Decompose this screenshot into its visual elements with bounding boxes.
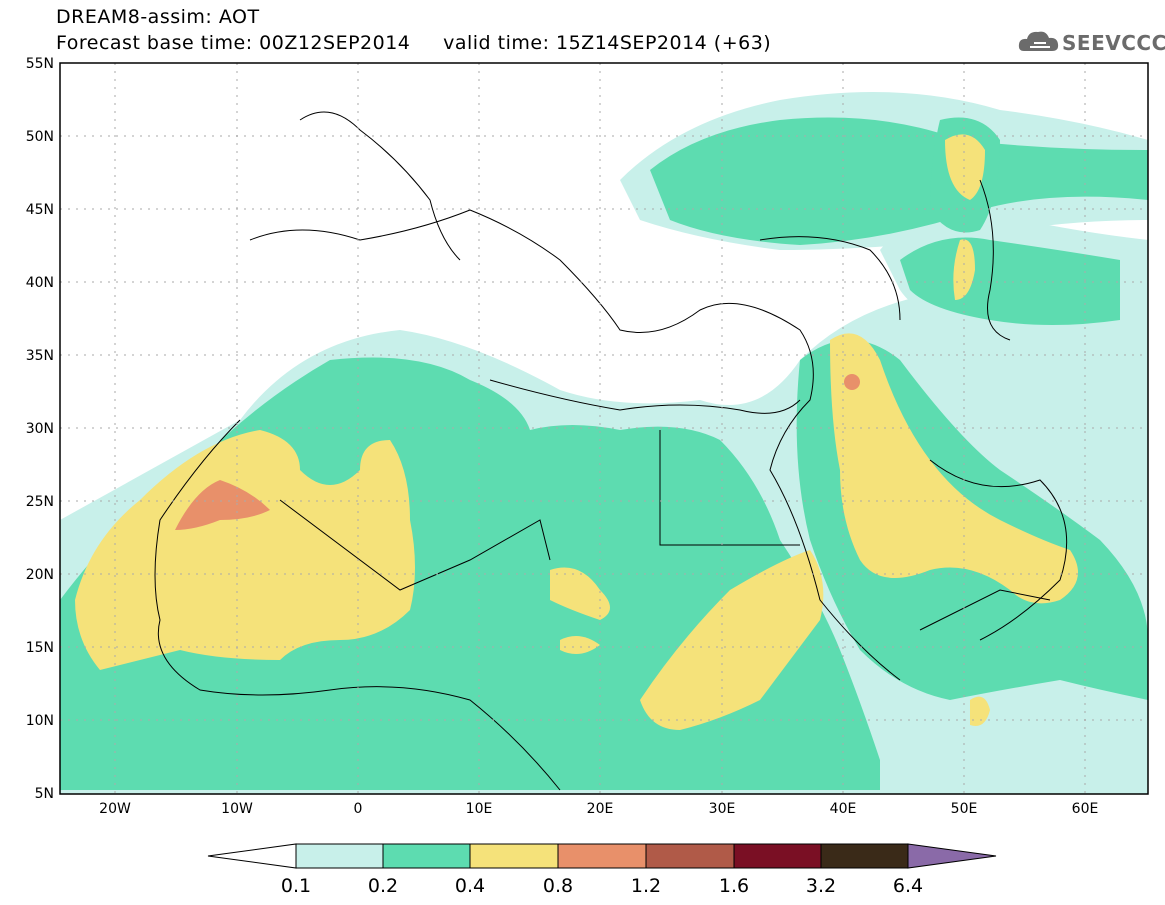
lat-label: 50N bbox=[26, 129, 54, 145]
lon-label: 10E bbox=[466, 801, 493, 817]
lat-label: 20N bbox=[26, 567, 54, 583]
latitude-labels: 55N 50N 45N 40N 35N 30N 25N 20N 15N 10N … bbox=[26, 56, 54, 802]
valid-time: valid time: 15Z14SEP2014 (+63) bbox=[443, 32, 772, 54]
lat-label: 40N bbox=[26, 275, 54, 291]
colorbar: 0.1 0.2 0.4 0.8 1.2 1.6 3.2 6.4 bbox=[207, 843, 997, 897]
lon-label: 20E bbox=[587, 801, 614, 817]
lon-label: 50E bbox=[951, 801, 978, 817]
colorbar-segment bbox=[820, 843, 909, 869]
coastlines bbox=[154, 111, 1068, 791]
colorbar-tick: 0.2 bbox=[368, 875, 398, 897]
lat-label: 30N bbox=[26, 421, 54, 437]
colorbar-segment bbox=[557, 843, 647, 869]
map-title: DREAM8-assim: AOT bbox=[56, 6, 260, 28]
colorbar-segment bbox=[733, 843, 822, 869]
lon-label: 20W bbox=[99, 801, 131, 817]
longitude-labels: 20W 10W 0 10E 20E 30E 40E 50E 60E bbox=[99, 801, 1098, 817]
forecast-base-time: Forecast base time: 00Z12SEP2014 bbox=[56, 32, 411, 54]
colorbar-tick: 1.6 bbox=[719, 875, 749, 897]
lat-label: 45N bbox=[26, 202, 54, 218]
lon-label: 30E bbox=[709, 801, 736, 817]
colorbar-segment bbox=[645, 843, 735, 869]
lon-label: 10W bbox=[221, 801, 253, 817]
logo-text: SEEVCCC bbox=[1062, 31, 1165, 55]
grid-lines bbox=[60, 63, 1148, 794]
cloud-logo-icon bbox=[1018, 31, 1059, 51]
colorbar-segment bbox=[382, 843, 471, 869]
time-info: Forecast base time: 00Z12SEP2014 valid t… bbox=[56, 32, 771, 54]
colorbar-low-arrow bbox=[207, 843, 297, 869]
colorbar-segment bbox=[295, 843, 384, 869]
aot-fields bbox=[60, 92, 1148, 794]
lon-label: 40E bbox=[830, 801, 857, 817]
lat-label: 25N bbox=[26, 494, 54, 510]
colorbar-tick: 6.4 bbox=[893, 875, 923, 897]
colorbar-tick: 3.2 bbox=[806, 875, 836, 897]
lon-label: 60E bbox=[1072, 801, 1099, 817]
map-frame bbox=[59, 62, 1149, 795]
lat-label: 15N bbox=[26, 640, 54, 656]
aot-band-0.8 bbox=[175, 374, 860, 530]
lat-label: 5N bbox=[35, 786, 54, 802]
lat-label: 35N bbox=[26, 348, 54, 364]
colorbar-segment bbox=[469, 843, 559, 869]
lat-label: 55N bbox=[26, 56, 54, 72]
lon-label: 0 bbox=[354, 801, 363, 817]
aot-band-0.4 bbox=[75, 134, 1078, 730]
colorbar-tick: 1.2 bbox=[631, 875, 661, 897]
colorbar-high-arrow bbox=[907, 843, 997, 869]
colorbar-tick: 0.1 bbox=[281, 875, 311, 897]
colorbar-tick: 0.4 bbox=[455, 875, 485, 897]
colorbar-tick: 0.8 bbox=[543, 875, 573, 897]
lat-label: 10N bbox=[26, 713, 54, 729]
